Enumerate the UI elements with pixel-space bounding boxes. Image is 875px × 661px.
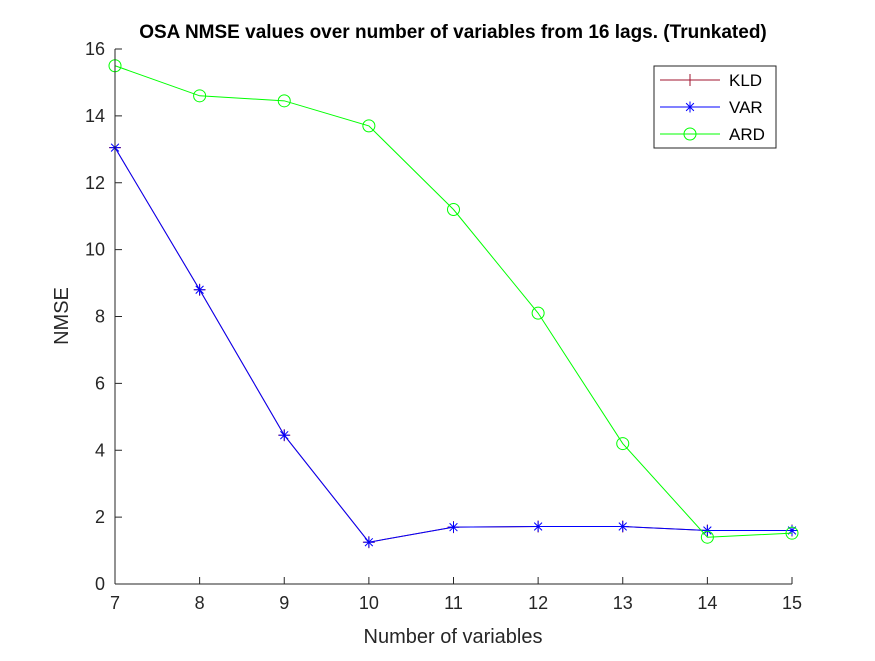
legend-entry-kld: KLD (660, 71, 762, 90)
marker-circle (616, 437, 630, 451)
x-tick-label: 9 (279, 593, 289, 613)
series-marker (616, 437, 630, 451)
marker-circle (362, 119, 376, 133)
series-marker (785, 526, 799, 540)
x-tick-label: 14 (697, 593, 717, 613)
y-tick-label: 14 (85, 106, 105, 126)
marker-stroke (449, 522, 458, 532)
x-axis-label: Number of variables (364, 626, 543, 648)
y-tick-label: 0 (95, 574, 105, 594)
series-marker (362, 119, 376, 133)
x-tick-label: 10 (359, 593, 379, 613)
marker-stroke (364, 537, 374, 547)
x-tick-label: 15 (782, 593, 802, 613)
marker-stroke (195, 285, 204, 294)
y-tick-label: 4 (95, 440, 105, 460)
series-marker (683, 127, 697, 141)
legend-label: ARD (729, 125, 765, 144)
series-marker (194, 284, 206, 296)
series-marker (532, 520, 544, 532)
legend-entry-ard: ARD (660, 125, 765, 144)
marker-stroke (533, 522, 543, 531)
series-marker (684, 101, 696, 113)
x-tick-label: 8 (195, 593, 205, 613)
series-marker (786, 525, 798, 536)
series-marker (700, 530, 714, 544)
x-tick-label: 7 (110, 593, 120, 613)
y-tick-label: 8 (95, 307, 105, 327)
series-marker (684, 74, 696, 86)
series-marker (701, 525, 713, 536)
y-tick-label: 10 (85, 240, 105, 260)
series-marker (447, 203, 460, 216)
series-marker (193, 89, 207, 103)
series-marker (363, 536, 375, 548)
x-tick-label: 13 (613, 593, 633, 613)
marker-circle (531, 306, 545, 320)
y-tick-label: 12 (85, 173, 105, 193)
x-tick-label: 11 (444, 593, 463, 613)
marker-circle (785, 526, 799, 540)
series-marker (448, 521, 459, 533)
series-marker (278, 429, 290, 441)
marker-circle (447, 203, 460, 216)
legend-label: VAR (729, 98, 763, 117)
legend: KLD VAR ARD (653, 65, 777, 149)
x-tick-label: 12 (528, 593, 548, 613)
marker-circle (277, 94, 291, 108)
marker-stroke (685, 102, 695, 112)
marker-stroke (618, 522, 627, 531)
legend-items: KLD VAR ARD (660, 71, 765, 144)
series-marker (277, 94, 291, 108)
marker-stroke (280, 430, 289, 440)
y-axis-label: NMSE (51, 287, 73, 345)
legend-label: KLD (729, 71, 762, 90)
marker-circle (683, 127, 697, 141)
legend-entry-var: VAR (660, 98, 763, 117)
marker-circle (700, 530, 714, 544)
axes-layer: 7 8 9 10 11 12 13 14 15 0 2 4 6 8 10 12 14 16 (85, 39, 802, 613)
series-marker (617, 520, 629, 532)
y-tick-label: 2 (95, 507, 105, 527)
y-tick-label: 16 (85, 39, 105, 59)
marker-stroke (703, 526, 712, 535)
series-layer (108, 59, 799, 549)
series-line (114, 65, 793, 538)
marker-circle (193, 89, 207, 103)
y-tick-label: 6 (95, 373, 105, 393)
series-marker (531, 306, 545, 320)
chart-title: OSA NMSE values over number of variables… (139, 22, 767, 43)
